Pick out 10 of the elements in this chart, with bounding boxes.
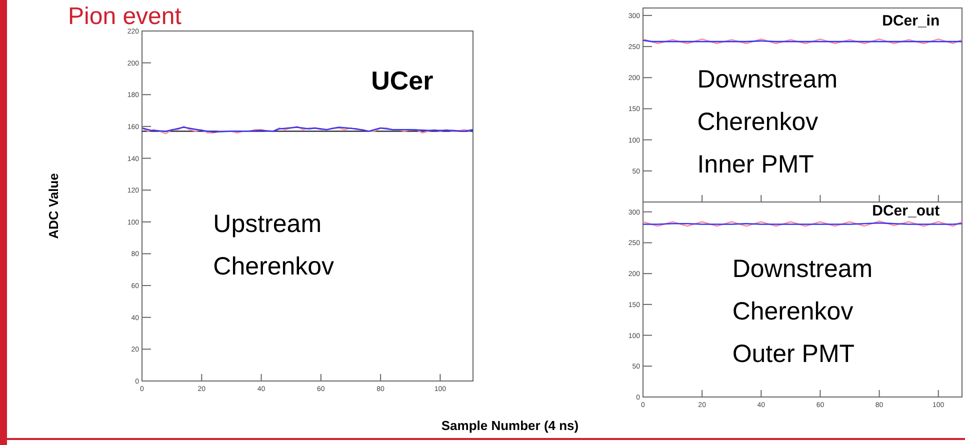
- text: UCer: [371, 65, 434, 96]
- x-axis-title: Sample Number (4 ns): [441, 418, 579, 433]
- annotation: Downstream Cherenkov Outer PMT: [732, 255, 873, 368]
- annotation: Downstream Cherenkov Inner PMT: [697, 66, 838, 179]
- y-axis-title: ADC Value: [46, 173, 61, 239]
- text: Pion event: [68, 3, 182, 30]
- chart-title: DCer_out: [872, 202, 940, 220]
- chart-title: DCer_in: [882, 12, 940, 30]
- line-series: [141, 126, 471, 134]
- annotation: Upstream Cherenkov: [213, 210, 335, 280]
